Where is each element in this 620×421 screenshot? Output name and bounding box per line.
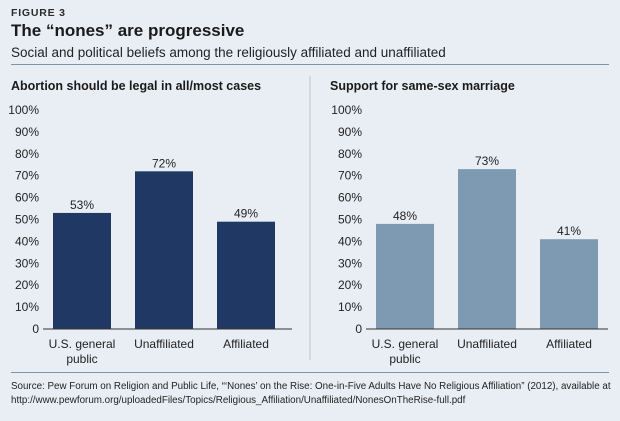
chart-2-ytick-label: 70%: [338, 169, 362, 183]
chart-2-bar: [540, 239, 598, 329]
chart-2-ytick-label: 30%: [338, 256, 362, 270]
source-line-1: Source: Pew Forum on Religion and Public…: [11, 381, 611, 392]
source-note: Source: Pew Forum on Religion and Public…: [11, 380, 611, 408]
figure-title: The “nones” are progressive: [11, 21, 245, 40]
chart-1-bar: [135, 171, 193, 329]
chart-1-category-label: U.S. general: [49, 337, 116, 351]
chart-2-bar: [458, 169, 516, 329]
chart-1-ytick-label: 50%: [15, 213, 39, 227]
chart-2-bar: [376, 223, 434, 329]
bottom-divider: [11, 372, 609, 373]
chart-2-category-label: public: [389, 352, 420, 366]
chart-1-category-label: Affiliated: [223, 337, 269, 351]
chart-1-ytick-label: 100%: [8, 103, 39, 117]
chart-2-ytick-label: 40%: [338, 234, 362, 248]
top-divider: [11, 64, 609, 65]
chart-1-bar: [217, 221, 275, 329]
chart-1-ytick-label: 30%: [15, 256, 39, 270]
chart-2-ytick-label: 80%: [338, 147, 362, 161]
chart-2-ytick-label: 0: [355, 322, 362, 336]
chart-2-ytick-label: 50%: [338, 213, 362, 227]
source-line-2: http://www.pewforum.org/uploadedFiles/To…: [11, 395, 466, 406]
chart-1-ytick-label: 90%: [15, 125, 39, 139]
chart-1-category-label: Unaffiliated: [134, 337, 194, 351]
chart-1-category-label: public: [66, 352, 97, 366]
chart-2-ytick-label: 60%: [338, 191, 362, 205]
figure-subtitle: Social and political beliefs among the r…: [11, 45, 446, 60]
chart-2-title: Support for same-sex marriage: [330, 79, 515, 93]
chart-1-ytick-label: 40%: [15, 234, 39, 248]
chart-1-data-label: 53%: [70, 198, 94, 212]
chart-1-ytick-label: 60%: [15, 191, 39, 205]
chart-1-data-label: 49%: [234, 207, 258, 221]
chart-1-ytick-label: 20%: [15, 278, 39, 292]
chart-2-ytick-label: 20%: [338, 278, 362, 292]
chart-1-ytick-label: 80%: [15, 147, 39, 161]
chart-2-category-label: Affiliated: [546, 337, 592, 351]
chart-2-ytick-label: 100%: [331, 103, 362, 117]
chart-1-title: Abortion should be legal in all/most cas…: [11, 79, 261, 93]
chart-2-category-label: U.S. general: [372, 337, 439, 351]
chart-1-bar: [53, 212, 111, 329]
chart-1-ytick-label: 70%: [15, 169, 39, 183]
chart-1-ytick-label: 10%: [15, 300, 39, 314]
chart-2-ytick-label: 10%: [338, 300, 362, 314]
chart-2-category-label: Unaffiliated: [457, 337, 517, 351]
chart-1-ytick-label: 0: [32, 322, 39, 336]
figure-label: FIGURE 3: [11, 7, 66, 19]
chart-2-ytick-label: 90%: [338, 125, 362, 139]
chart-1-data-label: 72%: [152, 156, 176, 170]
chart-2-data-label: 48%: [393, 209, 417, 223]
chart-2-data-label: 73%: [475, 154, 499, 168]
chart-2-data-label: 41%: [557, 224, 581, 238]
